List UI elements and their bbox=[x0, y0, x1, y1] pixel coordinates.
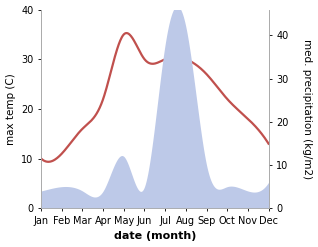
Y-axis label: med. precipitation (kg/m2): med. precipitation (kg/m2) bbox=[302, 39, 313, 179]
Y-axis label: max temp (C): max temp (C) bbox=[5, 73, 16, 145]
X-axis label: date (month): date (month) bbox=[114, 231, 196, 242]
